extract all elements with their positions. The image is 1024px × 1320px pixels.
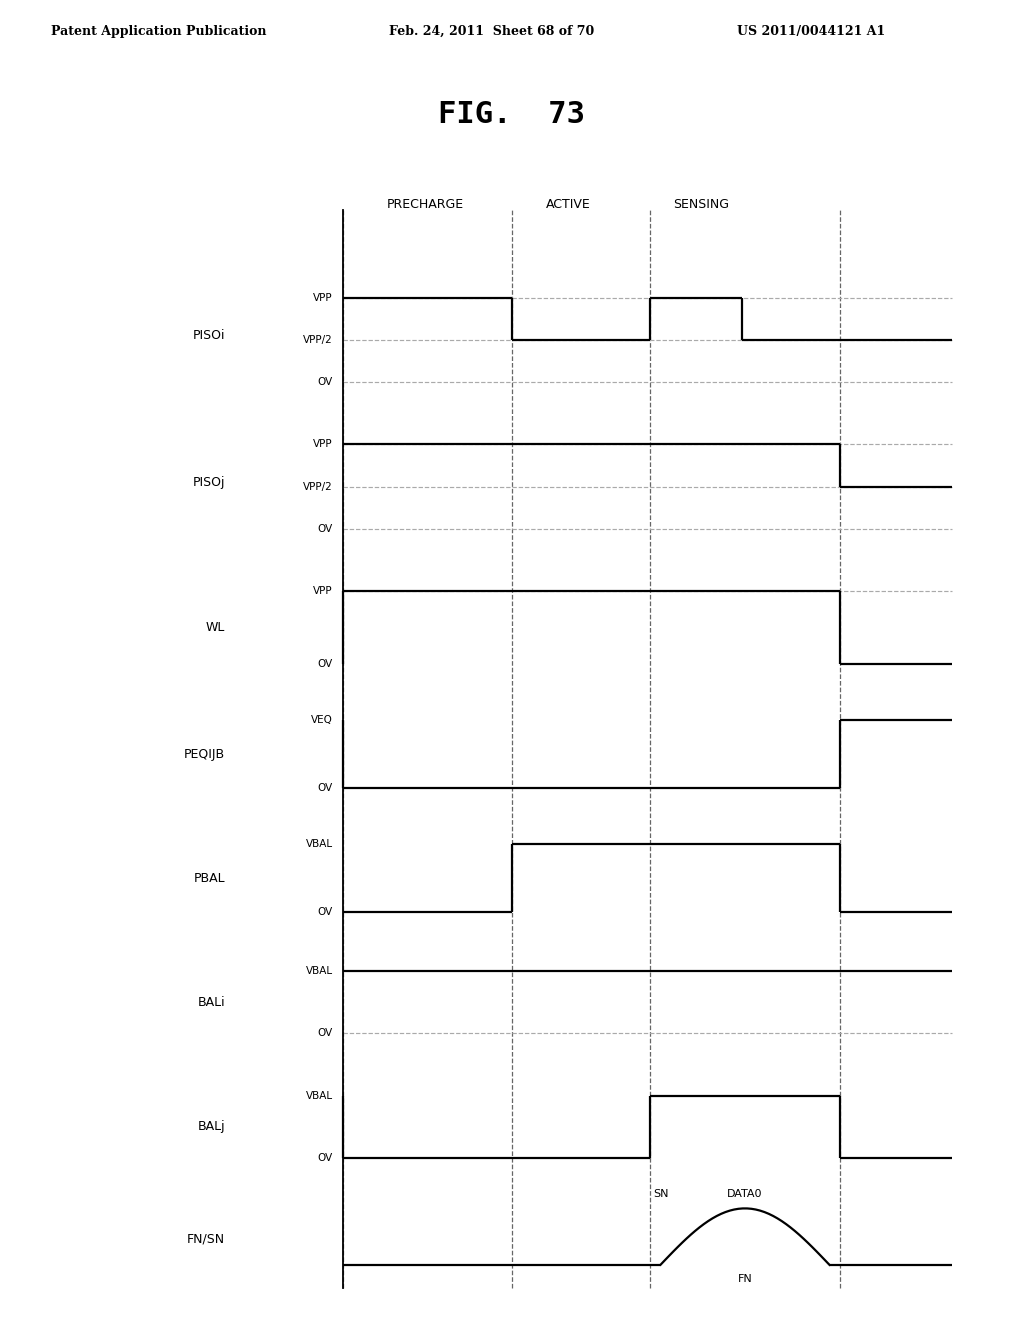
Text: VPP/2: VPP/2 bbox=[303, 482, 333, 491]
Text: BALi: BALi bbox=[198, 995, 225, 1008]
Text: VBAL: VBAL bbox=[306, 966, 333, 977]
Text: VEQ: VEQ bbox=[311, 715, 333, 725]
Text: SN: SN bbox=[653, 1189, 669, 1200]
Text: VBAL: VBAL bbox=[306, 840, 333, 849]
Text: OV: OV bbox=[317, 660, 333, 669]
Text: FN: FN bbox=[737, 1274, 753, 1284]
Text: OV: OV bbox=[317, 783, 333, 793]
Text: VPP/2: VPP/2 bbox=[303, 335, 333, 345]
Text: PEQIJB: PEQIJB bbox=[184, 747, 225, 760]
Text: WL: WL bbox=[206, 622, 225, 634]
Text: DATA0: DATA0 bbox=[727, 1189, 763, 1200]
Text: FIG.  73: FIG. 73 bbox=[438, 100, 586, 128]
Text: PBAL: PBAL bbox=[194, 871, 225, 884]
Text: PISOj: PISOj bbox=[193, 477, 225, 488]
Text: BALj: BALj bbox=[198, 1121, 225, 1133]
Text: FN/SN: FN/SN bbox=[187, 1233, 225, 1246]
Text: PISOi: PISOi bbox=[193, 329, 225, 342]
Text: SENSING: SENSING bbox=[674, 198, 729, 211]
Text: OV: OV bbox=[317, 1152, 333, 1163]
Text: Feb. 24, 2011  Sheet 68 of 70: Feb. 24, 2011 Sheet 68 of 70 bbox=[389, 25, 594, 38]
Text: OV: OV bbox=[317, 907, 333, 917]
Text: OV: OV bbox=[317, 1028, 333, 1039]
Text: PRECHARGE: PRECHARGE bbox=[386, 198, 464, 211]
Text: OV: OV bbox=[317, 378, 333, 387]
Text: OV: OV bbox=[317, 524, 333, 535]
Text: VPP: VPP bbox=[313, 586, 333, 597]
Text: US 2011/0044121 A1: US 2011/0044121 A1 bbox=[737, 25, 886, 38]
Text: ACTIVE: ACTIVE bbox=[546, 198, 591, 211]
Text: VPP: VPP bbox=[313, 440, 333, 449]
Text: VPP: VPP bbox=[313, 293, 333, 302]
Text: VBAL: VBAL bbox=[306, 1090, 333, 1101]
Text: Patent Application Publication: Patent Application Publication bbox=[51, 25, 266, 38]
